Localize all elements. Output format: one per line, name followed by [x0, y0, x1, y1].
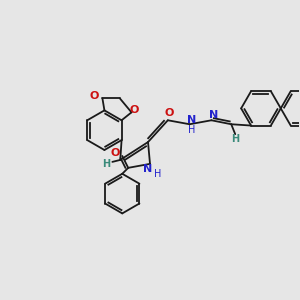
Text: O: O [111, 148, 120, 158]
Text: H: H [154, 169, 162, 179]
Text: H: H [102, 159, 110, 169]
Text: H: H [231, 134, 239, 144]
Text: H: H [188, 125, 195, 135]
Text: N: N [209, 110, 218, 120]
Text: O: O [130, 105, 139, 116]
Text: N: N [187, 115, 196, 125]
Text: N: N [143, 164, 153, 174]
Text: O: O [90, 91, 99, 100]
Text: O: O [164, 108, 173, 118]
